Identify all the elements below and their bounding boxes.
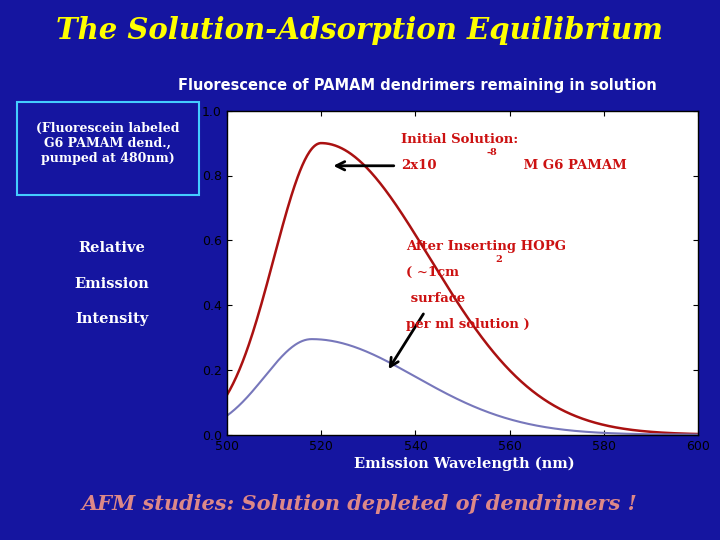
Text: per ml solution ): per ml solution ) — [406, 318, 530, 331]
Text: Initial Solution:: Initial Solution: — [401, 133, 518, 146]
Text: Fluorescence of PAMAM dendrimers remaining in solution: Fluorescence of PAMAM dendrimers remaini… — [179, 78, 657, 93]
Text: Emission Wavelength (nm): Emission Wavelength (nm) — [354, 456, 575, 471]
Text: surface: surface — [406, 292, 465, 305]
FancyBboxPatch shape — [17, 102, 199, 195]
Text: -8: -8 — [486, 148, 497, 157]
Text: 2: 2 — [495, 255, 503, 264]
Text: Relative: Relative — [78, 241, 145, 255]
Text: Emission: Emission — [74, 276, 149, 291]
Text: The Solution-Adsorption Equilibrium: The Solution-Adsorption Equilibrium — [56, 16, 664, 45]
Text: Intensity: Intensity — [75, 312, 148, 326]
Text: ( ~1cm: ( ~1cm — [406, 266, 459, 279]
Text: M G6 PAMAM: M G6 PAMAM — [519, 159, 627, 172]
Text: (Fluorescein labeled
G6 PAMAM dend.,
pumped at 480nm): (Fluorescein labeled G6 PAMAM dend., pum… — [36, 122, 180, 165]
Text: AFM studies: Solution depleted of dendrimers !: AFM studies: Solution depleted of dendri… — [82, 494, 638, 514]
Text: 2x10: 2x10 — [401, 159, 437, 172]
Text: After Inserting HOPG: After Inserting HOPG — [406, 240, 566, 253]
